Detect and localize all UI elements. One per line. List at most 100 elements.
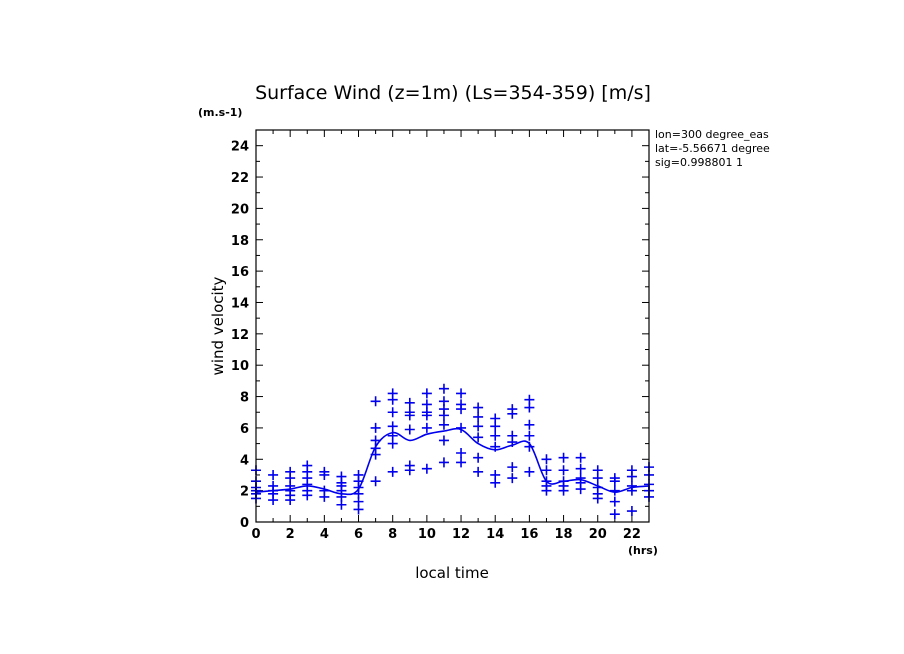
data-point xyxy=(558,485,569,496)
x-tick-label: 12 xyxy=(452,527,470,542)
data-point xyxy=(609,509,620,520)
data-point xyxy=(285,495,296,506)
data-point xyxy=(473,402,484,413)
y-tick-label: 10 xyxy=(231,359,249,374)
data-point xyxy=(456,457,467,468)
data-point xyxy=(456,404,467,415)
annotation-sig: sig=0.998801 1 xyxy=(655,156,743,169)
annotation-lon: lon=300 degree_eas xyxy=(655,128,769,141)
data-point xyxy=(558,452,569,463)
data-point xyxy=(438,383,449,394)
plot-frame xyxy=(255,129,650,523)
data-point xyxy=(575,452,586,463)
data-point xyxy=(370,396,381,407)
data-point xyxy=(490,430,501,441)
data-point xyxy=(473,421,484,432)
x-axis-label: local time xyxy=(415,564,489,582)
x-tick-label: 18 xyxy=(555,527,573,542)
data-point xyxy=(268,469,279,480)
y-tick-label: 12 xyxy=(231,328,249,343)
y-tick-label: 0 xyxy=(240,516,249,531)
y-tick-label: 16 xyxy=(231,265,249,280)
data-point xyxy=(387,407,398,418)
data-point xyxy=(541,485,552,496)
y-tick-label: 22 xyxy=(231,171,249,186)
data-point xyxy=(438,419,449,430)
data-point xyxy=(524,430,535,441)
y-tick-label: 20 xyxy=(231,202,249,217)
data-point xyxy=(438,410,449,421)
x-tick-label: 20 xyxy=(589,527,607,542)
data-point xyxy=(387,394,398,405)
y-axis-label: wind velocity xyxy=(209,276,227,375)
y-tick-label: 6 xyxy=(240,422,249,437)
data-point xyxy=(524,419,535,430)
data-point xyxy=(473,411,484,422)
chart-title: Surface Wind (z=1m) (Ls=354-359) [m/s] xyxy=(255,82,651,104)
annotation-block: lon=300 degree_eas lat=-5.56671 degree s… xyxy=(655,128,770,169)
data-point xyxy=(609,476,620,487)
data-point xyxy=(524,466,535,477)
annotation-lat: lat=-5.56671 degree xyxy=(655,142,770,155)
mean-series-line xyxy=(255,427,650,496)
data-point xyxy=(404,397,415,408)
data-point xyxy=(490,421,501,432)
data-point xyxy=(421,388,432,399)
data-point xyxy=(592,493,603,504)
x-tick-label: 8 xyxy=(388,527,397,542)
data-point xyxy=(370,476,381,487)
y-tick-label: 14 xyxy=(231,296,249,311)
data-point xyxy=(336,499,347,510)
y-tick-label: 2 xyxy=(240,485,249,500)
data-point xyxy=(626,506,637,517)
axis-ticks xyxy=(255,129,650,523)
data-point xyxy=(319,469,330,480)
data-point xyxy=(575,463,586,474)
data-point xyxy=(524,402,535,413)
y-tick-label: 4 xyxy=(240,453,249,468)
x-tick-label: 22 xyxy=(623,527,641,542)
data-point xyxy=(421,422,432,433)
data-point xyxy=(370,422,381,433)
data-point xyxy=(575,484,586,495)
data-point xyxy=(473,452,484,463)
data-point xyxy=(302,490,313,501)
data-point xyxy=(268,495,279,506)
data-point xyxy=(387,438,398,449)
y-tick-label: 24 xyxy=(231,140,249,155)
y-unit-label: (m.s-1) xyxy=(198,106,242,119)
data-point xyxy=(438,457,449,468)
data-point xyxy=(558,465,569,476)
data-point xyxy=(456,388,467,399)
data-point xyxy=(626,471,637,482)
y-tick-label: 18 xyxy=(231,234,249,249)
data-points xyxy=(251,383,654,520)
data-point xyxy=(473,466,484,477)
data-point xyxy=(438,435,449,446)
data-point xyxy=(421,410,432,421)
x-tick-label: 16 xyxy=(520,527,538,542)
data-point xyxy=(404,424,415,435)
data-point xyxy=(319,491,330,502)
x-unit-label: (hrs) xyxy=(628,544,658,557)
data-point xyxy=(507,462,518,473)
data-point xyxy=(456,448,467,459)
data-point xyxy=(387,466,398,477)
data-point xyxy=(353,504,364,515)
x-tick-label: 10 xyxy=(418,527,436,542)
x-tick-label: 14 xyxy=(486,527,504,542)
data-point xyxy=(507,408,518,419)
data-point xyxy=(421,463,432,474)
data-point xyxy=(404,465,415,476)
x-tick-label: 2 xyxy=(286,527,295,542)
data-point xyxy=(609,496,620,507)
data-point xyxy=(507,473,518,484)
x-tick-label: 4 xyxy=(320,527,329,542)
y-tick-label: 8 xyxy=(240,391,249,406)
data-point xyxy=(541,465,552,476)
data-point xyxy=(473,432,484,443)
data-point xyxy=(404,410,415,421)
data-point xyxy=(490,477,501,488)
data-point xyxy=(456,422,467,433)
